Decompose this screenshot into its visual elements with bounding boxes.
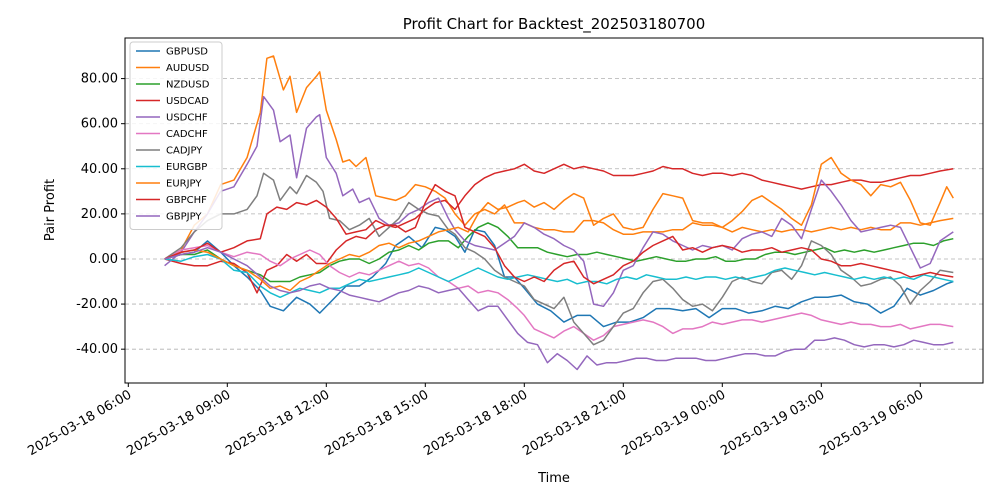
x-tick-label: 2025-03-18 09:00 xyxy=(124,387,233,459)
series-line-usdchf xyxy=(164,95,954,308)
legend-label: AUDUSD xyxy=(166,63,210,74)
legend-label: GBPUSD xyxy=(166,47,208,58)
x-tick-label: 2025-03-19 06:00 xyxy=(817,387,926,459)
y-tick-label: -40.00 xyxy=(76,342,118,357)
y-tick-label: -20.00 xyxy=(76,297,118,312)
series-line-gbpusd xyxy=(164,226,954,328)
series-layer xyxy=(164,55,954,371)
x-tick-label: 2025-03-18 15:00 xyxy=(322,387,431,459)
x-axis-label: Time xyxy=(537,471,570,486)
series-line-eurgbp xyxy=(164,253,954,299)
legend-label: EURJPY xyxy=(166,179,202,190)
series-line-nzdusd xyxy=(164,222,954,283)
legend-label: USDCAD xyxy=(166,96,209,107)
series-line-cadchf xyxy=(164,244,954,341)
legend-label: USDCHF xyxy=(166,113,208,124)
series-line-gbpjpy xyxy=(164,246,954,371)
x-tick-label: 2025-03-19 00:00 xyxy=(619,387,728,459)
legend: GBPUSD AUDUSD NZDUSD USDCAD USDCHF CADCHF CADJ… xyxy=(129,41,223,230)
chart-title: Profit Chart for Backtest_202503180700 xyxy=(403,15,706,34)
x-tick-label: 2025-03-18 21:00 xyxy=(520,387,629,459)
y-tick-label: 40.00 xyxy=(81,162,118,177)
legend-label: GBPJPY xyxy=(166,212,202,223)
x-tick-label: 2025-03-18 18:00 xyxy=(421,387,530,459)
y-tick-label: 80.00 xyxy=(81,72,118,87)
x-tick-label: 2025-03-19 03:00 xyxy=(718,387,827,459)
y-tick-label: 60.00 xyxy=(81,117,118,132)
series-line-eurjpy xyxy=(164,156,954,292)
plot-frame xyxy=(124,37,984,384)
y-axis: -40.00 -20.00 0.00 20.00 40.00 60.00 80.00 xyxy=(76,72,125,357)
legend-label: EURGBP xyxy=(166,162,207,173)
y-axis-label: Pair Profit xyxy=(43,179,58,241)
y-tick-label: 0.00 xyxy=(89,252,118,267)
series-line-audusd xyxy=(164,55,954,260)
x-tick-label: 2025-03-18 12:00 xyxy=(223,387,332,459)
legend-label: GBPCHF xyxy=(166,195,207,206)
x-tick-label: 2025-03-18 06:00 xyxy=(25,387,134,459)
series-line-cadjpy xyxy=(164,172,954,346)
legend-label: NZDUSD xyxy=(166,80,210,91)
series-line-usdcad xyxy=(164,163,954,294)
series-line-gbpchf xyxy=(164,183,954,285)
legend-label: CADCHF xyxy=(166,129,208,140)
y-tick-label: 20.00 xyxy=(81,207,118,222)
legend-label: CADJPY xyxy=(166,146,203,157)
